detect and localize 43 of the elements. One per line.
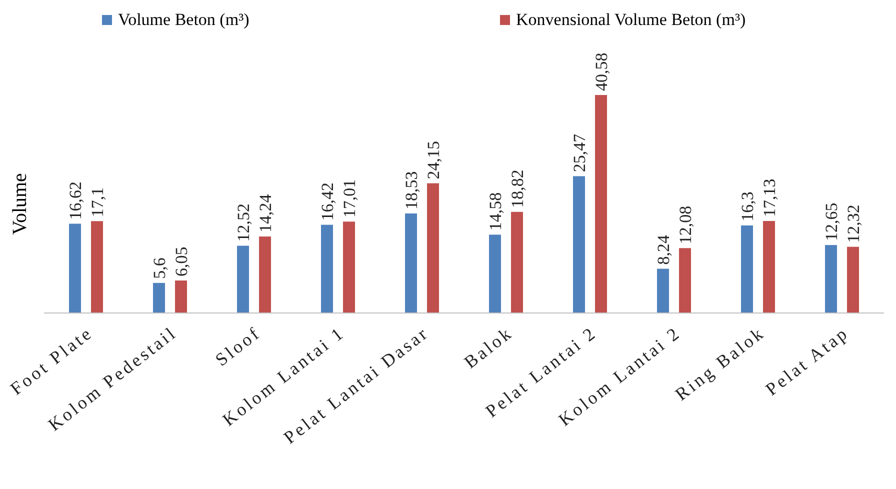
data-label: 14,24 — [256, 194, 275, 232]
legend-label: Volume Beton (m³) — [118, 10, 250, 29]
data-label: 12,52 — [234, 203, 253, 242]
bar — [237, 246, 249, 313]
bar — [91, 221, 103, 313]
bar — [343, 222, 355, 313]
data-label: 24,15 — [424, 141, 443, 180]
data-label: 18,82 — [508, 170, 527, 208]
bar — [405, 213, 417, 313]
data-label: 17,1 — [88, 187, 107, 218]
bar — [489, 234, 501, 313]
y-axis-title: Volume — [9, 172, 31, 235]
bar — [175, 280, 187, 313]
legend-label: Konvensional Volume Beton (m³) — [516, 10, 746, 29]
data-label: 17,01 — [340, 179, 359, 218]
data-label: 40,58 — [592, 52, 611, 91]
bar — [321, 224, 333, 313]
data-label: 5,6 — [150, 258, 169, 279]
bar — [741, 225, 753, 313]
data-label: 16,42 — [318, 182, 337, 221]
bar — [259, 236, 271, 313]
data-label: 18,53 — [402, 171, 421, 210]
data-label: 12,32 — [844, 204, 863, 243]
bar — [679, 248, 691, 313]
data-label: 14,58 — [486, 192, 505, 231]
data-label: 12,08 — [676, 206, 695, 244]
bar — [657, 268, 669, 313]
data-label: 25,47 — [570, 133, 589, 172]
data-label: 16,3 — [738, 192, 757, 222]
bar — [825, 245, 837, 313]
data-label: 17,13 — [760, 178, 779, 217]
bar — [69, 224, 81, 313]
data-label: 16,62 — [66, 181, 85, 220]
data-label: 12,65 — [822, 202, 841, 242]
bar — [427, 183, 439, 313]
bar — [573, 176, 585, 313]
data-label: 6,05 — [172, 246, 191, 276]
bar — [595, 95, 607, 313]
data-label: 8,24 — [654, 234, 673, 265]
bar — [511, 212, 523, 313]
bar — [153, 282, 165, 313]
bar — [847, 246, 859, 313]
bar — [763, 220, 775, 313]
